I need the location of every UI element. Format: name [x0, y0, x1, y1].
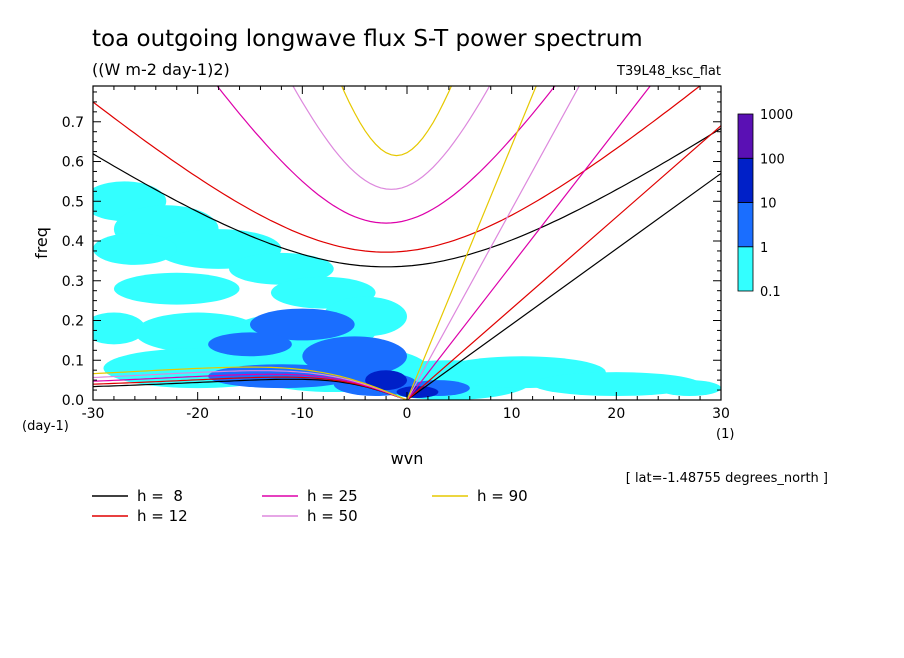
colorbar-label-2: 10 — [760, 197, 777, 212]
inertia-gravity-curve-h3 — [216, 86, 556, 224]
contour-region-1-1 — [208, 332, 292, 357]
kelvin-curve-h5 — [406, 86, 537, 400]
kelvin-curve-h1 — [406, 172, 721, 400]
kelvin-curve-h2 — [406, 125, 721, 400]
contour-region-10-0 — [365, 370, 408, 391]
kelvin-curve-h3 — [406, 86, 651, 400]
kelvin-curve-h4 — [406, 86, 580, 400]
dispersion-curves — [93, 86, 721, 400]
contour-region-1-2 — [302, 336, 407, 377]
legend-label-0: h = 8 — [137, 487, 183, 505]
y-tick-label-3: 0.3 — [62, 274, 84, 290]
contour-region-1-3 — [208, 364, 355, 389]
chart-subtitle: ((W m-2 day-1)2) — [92, 60, 230, 79]
colorbar-swatch-1 — [737, 202, 754, 248]
rossby-curve-h5 — [93, 366, 408, 400]
y-tick-label-2: 0.2 — [62, 314, 84, 330]
rossby-curve-h2 — [93, 376, 408, 400]
x-tick-label-2: -10 — [291, 406, 314, 422]
y-axis-unit: (day-1) — [22, 419, 69, 434]
rossby-curve-h1 — [93, 378, 408, 400]
x-tick-label-3: 0 — [403, 406, 412, 422]
legend-label-1: h = 12 — [137, 507, 188, 525]
inertia-gravity-curve-h5 — [341, 86, 453, 157]
y-tick-label-7: 0.7 — [62, 115, 84, 131]
inertia-gravity-curve-h4 — [292, 86, 491, 190]
colorbar-label-1: 100 — [760, 152, 785, 167]
x-tick-label-5: 20 — [607, 406, 625, 422]
y-tick-label-5: 0.5 — [62, 194, 84, 210]
rossby-curve-h3 — [93, 373, 408, 400]
colorbar-label-3: 1 — [760, 241, 768, 256]
contour-region-1-0 — [250, 308, 355, 341]
run-label: T39L48_ksc_flat — [616, 64, 721, 79]
contour-region-0.1-7 — [93, 312, 146, 345]
axis-ticks: -30 -20 -10 0 10 20 30 0.0 0.1 0.2 0.3 0.4 0.5 0.6 0.7 — [62, 86, 730, 422]
colorbar-swatch-0 — [737, 246, 754, 292]
y-tick-label-0: 0.0 — [62, 393, 84, 409]
latitude-annotation: [ lat=-1.48755 degrees_north ] — [626, 471, 828, 486]
x-tick-label-1: -20 — [186, 406, 209, 422]
x-tick-label-4: 10 — [503, 406, 521, 422]
inertia-gravity-curve-h1 — [93, 127, 721, 268]
x-tick-label-6: 30 — [712, 406, 730, 422]
colorbar-swatch-3 — [737, 113, 754, 159]
legend: h = 8 h = 12 h = 25 h = 50 h = 90 — [92, 487, 528, 525]
colorbar: 1000 100 10 1 0.1 — [737, 108, 793, 300]
colorbar-swatch-2 — [737, 157, 754, 203]
contour-region-0.1-5 — [113, 272, 240, 305]
legend-label-4: h = 90 — [477, 487, 528, 505]
contour-region-0.1-16 — [658, 380, 721, 397]
y-tick-label-1: 0.1 — [62, 353, 84, 369]
x-axis-label: wvn — [391, 449, 424, 468]
x-tick-label-0: -30 — [82, 406, 105, 422]
contour-region-0.1-3 — [93, 233, 177, 265]
y-tick-label-6: 0.6 — [62, 155, 84, 171]
chart-title: toa outgoing longwave flux S-T power spe… — [92, 26, 643, 52]
colorbar-label-0: 1000 — [760, 108, 793, 123]
legend-label-3: h = 50 — [307, 507, 358, 525]
contour-region-0.1-15 — [532, 372, 701, 397]
x-axis-unit: (1) — [716, 427, 734, 442]
legend-label-2: h = 25 — [307, 487, 358, 505]
colorbar-label-4: 0.1 — [760, 285, 781, 300]
y-axis-label: freq — [32, 227, 51, 259]
contour-region-0.1-4 — [229, 252, 334, 285]
y-tick-label-4: 0.4 — [62, 234, 84, 250]
inertia-gravity-curve-h2 — [93, 86, 701, 253]
rossby-curve-h4 — [93, 370, 408, 400]
